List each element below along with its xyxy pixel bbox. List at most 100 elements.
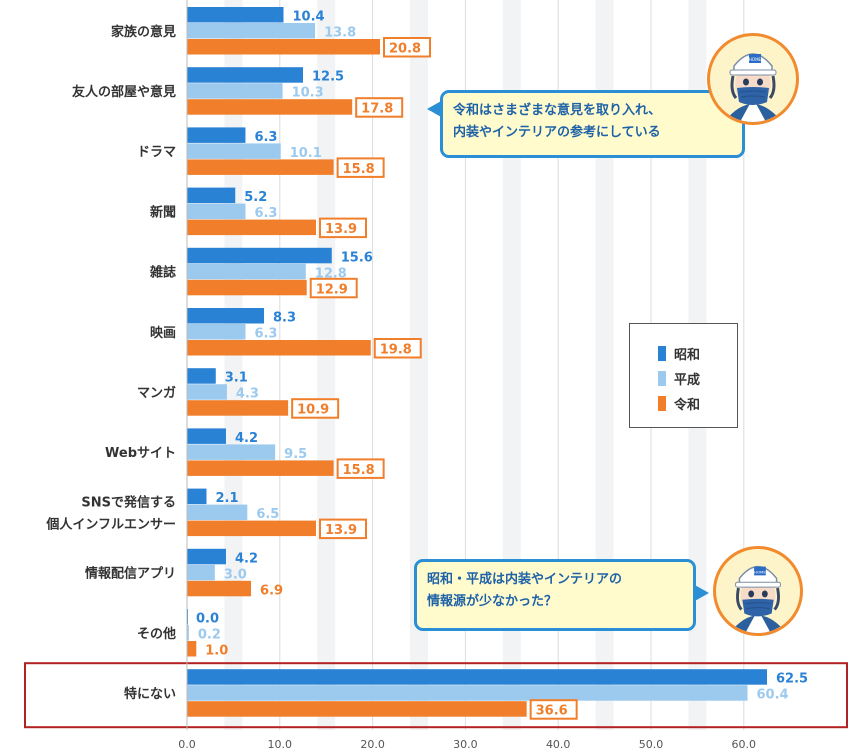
bar-平成 <box>187 263 306 280</box>
value-label-box <box>529 699 578 720</box>
value-label: 3.0 <box>224 567 247 582</box>
value-label-box <box>318 217 367 239</box>
showa-heisei-callout: 昭和・平成は内装やインテリアの 情報源が少なかった？ <box>414 559 696 631</box>
grid-band <box>224 0 243 730</box>
reiwa-callout: 令和はさまざまな意見を取り入れ、 内装やインテリアの参考にしている <box>440 90 745 158</box>
bar-令和 <box>187 580 252 597</box>
mascot-avatar-top: HOME <box>707 33 799 125</box>
value-label-box <box>373 338 422 359</box>
value-label: 0.2 <box>198 628 221 643</box>
category-label: 雑誌 <box>149 265 176 281</box>
bar-昭和 <box>187 7 284 23</box>
value-label: 13.9 <box>325 523 357 538</box>
value-label: 3.1 <box>225 371 248 386</box>
value-label: 10.4 <box>293 10 325 25</box>
value-label: 6.3 <box>254 327 277 342</box>
bar-令和 <box>187 219 316 236</box>
bar-昭和 <box>187 548 226 565</box>
bar-令和 <box>187 159 334 175</box>
reiwa-callout-line-2: 内装やインテリアの参考にしている <box>453 125 661 140</box>
value-label: 17.8 <box>361 102 393 117</box>
bar-令和 <box>187 641 197 657</box>
x-tick-label: 10.0 <box>268 738 293 751</box>
bar-昭和 <box>187 368 216 384</box>
value-label: 15.8 <box>343 162 375 177</box>
bar-昭和 <box>187 428 226 444</box>
bar-令和 <box>187 400 289 416</box>
value-label: 12.8 <box>315 266 347 281</box>
value-label: 6.5 <box>256 507 279 522</box>
legend-swatch-heisei <box>658 371 666 386</box>
bar-昭和 <box>187 488 207 505</box>
reiwa-callout-tail <box>427 100 443 118</box>
mascot-illustration-bottom: HOME <box>729 565 787 633</box>
legend-item-heisei: 平成 <box>658 369 700 388</box>
value-label: 10.1 <box>290 146 322 161</box>
value-label: 4.2 <box>235 551 258 566</box>
mascot-cap-badge-top: HOME <box>749 57 762 62</box>
value-label-box <box>336 458 385 479</box>
value-label: 62.5 <box>776 672 808 687</box>
value-label: 12.9 <box>316 282 348 297</box>
legend: 昭和 平成 令和 <box>629 323 738 428</box>
value-label: 1.0 <box>205 644 228 659</box>
category-label: 映画 <box>150 325 176 341</box>
bar-平成 <box>187 384 227 400</box>
bar-昭和 <box>187 127 246 143</box>
bar-平成 <box>187 23 316 39</box>
category-label: 友人の部屋や意見 <box>72 84 176 100</box>
mascot-illustration-top: HOME <box>724 53 782 122</box>
showa-heisei-callout-line-2: 情報源が少なかった？ <box>427 594 558 609</box>
value-label-box <box>309 277 358 299</box>
bar-令和 <box>187 279 307 296</box>
value-label: 13.9 <box>325 222 357 237</box>
bar-平成 <box>187 625 189 641</box>
value-label: 15.6 <box>341 250 373 265</box>
bar-令和 <box>187 99 353 115</box>
category-label: 特にない <box>124 686 176 702</box>
bar-昭和 <box>187 669 767 685</box>
bar-平成 <box>187 685 748 701</box>
legend-label-showa: 昭和 <box>674 348 701 363</box>
value-label-box <box>355 97 404 118</box>
reiwa-callout-line-1: 令和はさまざまな意見を取り入れ、 <box>453 103 662 118</box>
bar-令和 <box>187 340 371 356</box>
value-label: 10.9 <box>297 403 329 418</box>
bar-昭和 <box>187 67 303 83</box>
value-label: 10.3 <box>292 86 324 101</box>
category-label: マンガ <box>137 386 176 401</box>
mascot-cap-badge-bottom: HOME <box>754 569 766 574</box>
category-label: 個人インフルエンサー <box>45 516 176 532</box>
bar-平成 <box>187 143 281 159</box>
category-label: SNSで発信する <box>81 494 176 510</box>
value-label-box <box>383 37 432 58</box>
value-label: 4.2 <box>235 431 258 446</box>
value-label: 8.3 <box>273 311 296 326</box>
value-label: 6.9 <box>260 583 283 598</box>
category-label: ドラマ <box>137 145 176 160</box>
x-tick-label: 40.0 <box>546 738 571 751</box>
grid-band <box>317 0 336 730</box>
legend-swatch-showa <box>658 346 666 361</box>
value-label: 19.8 <box>380 343 412 358</box>
bar-令和 <box>187 39 381 55</box>
bar-平成 <box>187 203 246 220</box>
legend-label-reiwa: 令和 <box>674 398 701 413</box>
value-label-box <box>336 157 385 178</box>
value-label: 15.8 <box>343 463 375 478</box>
bar-平成 <box>187 444 276 460</box>
category-label: 家族の意見 <box>111 24 176 40</box>
grid-band <box>410 0 428 730</box>
value-label: 36.6 <box>536 704 568 719</box>
legend-item-showa: 昭和 <box>658 344 700 363</box>
value-label: 13.8 <box>324 26 356 41</box>
value-label: 5.2 <box>244 190 267 205</box>
grid-band <box>595 0 614 730</box>
bar-昭和 <box>187 187 236 204</box>
value-label-box <box>318 518 367 540</box>
bar-令和 <box>187 520 316 537</box>
bar-昭和 <box>187 308 265 324</box>
legend-label-heisei: 平成 <box>674 373 701 388</box>
x-tick-label: 30.0 <box>453 738 478 751</box>
